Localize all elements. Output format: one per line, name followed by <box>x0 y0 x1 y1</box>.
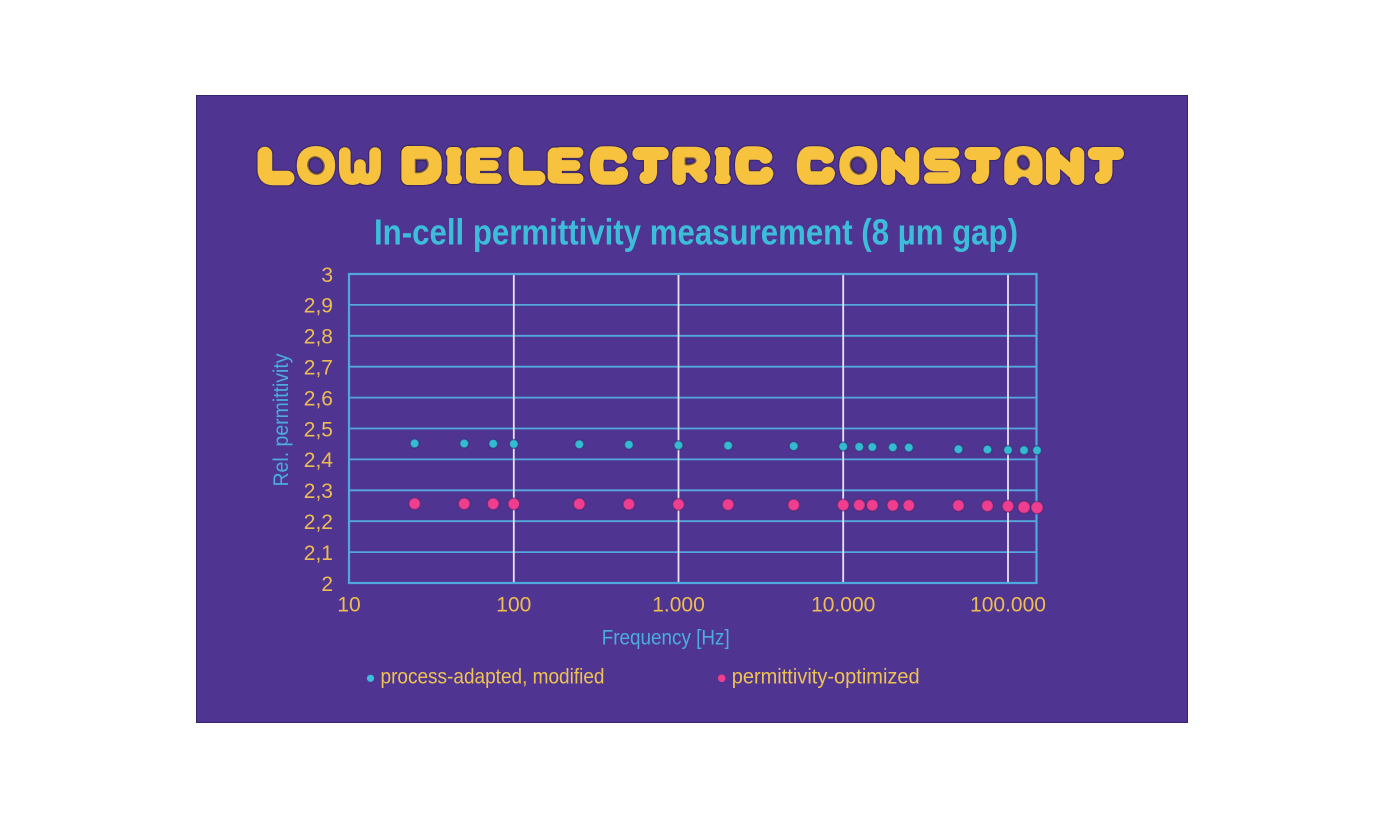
svg-text:2,9: 2,9 <box>304 295 333 318</box>
svg-text:Frequency [Hz]: Frequency [Hz] <box>602 627 730 650</box>
svg-text:In-cell permittivity measureme: In-cell permittivity measurement (8 µm g… <box>374 212 1018 253</box>
svg-text:Rel. permittivity: Rel. permittivity <box>270 353 293 486</box>
svg-text:permittivity-optimized: permittivity-optimized <box>732 665 920 688</box>
svg-text:2: 2 <box>321 573 333 596</box>
svg-text:2,3: 2,3 <box>304 480 333 503</box>
svg-text:100: 100 <box>496 594 531 617</box>
svg-text:100.000: 100.000 <box>970 594 1046 617</box>
svg-text:2,2: 2,2 <box>304 511 333 534</box>
svg-text:2,5: 2,5 <box>304 418 333 441</box>
svg-text:10.000: 10.000 <box>811 594 875 617</box>
svg-text:1.000: 1.000 <box>652 594 705 617</box>
svg-text:2,8: 2,8 <box>304 326 333 349</box>
svg-text:2,6: 2,6 <box>304 387 333 410</box>
svg-text:2,1: 2,1 <box>304 542 333 565</box>
svg-text:process-adapted, modified: process-adapted, modified <box>381 665 605 688</box>
svg-text:3: 3 <box>321 264 333 287</box>
svg-text:2,7: 2,7 <box>304 357 333 380</box>
svg-text:10: 10 <box>337 594 360 617</box>
svg-text:2,4: 2,4 <box>304 449 334 472</box>
